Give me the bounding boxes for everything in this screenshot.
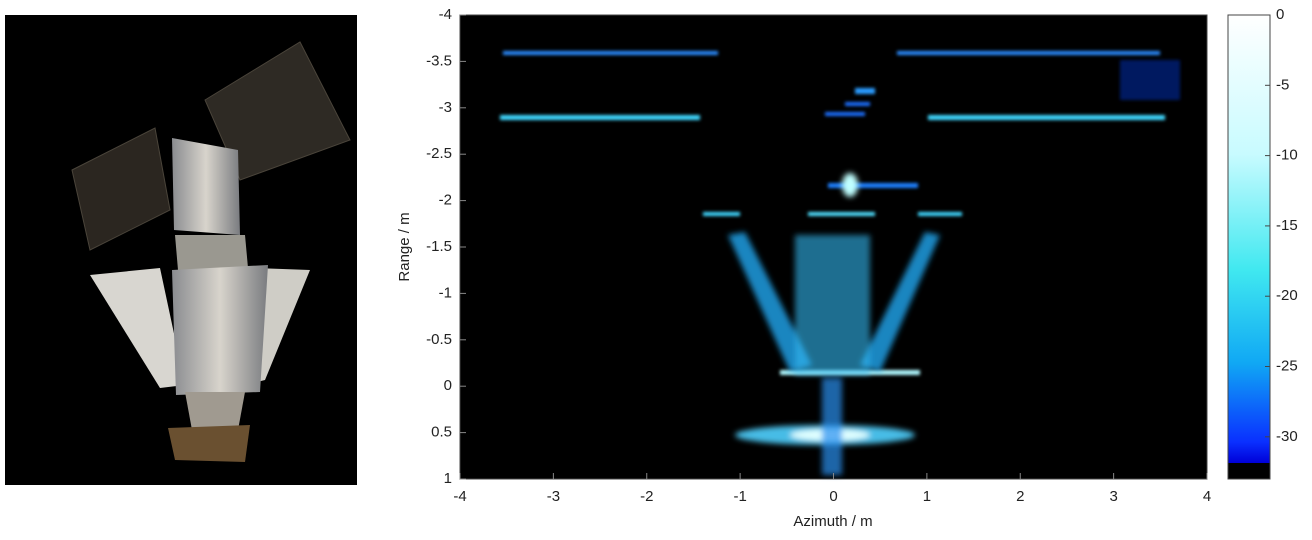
x-tick-label: 0	[829, 488, 837, 505]
y-tick-label: -2	[439, 192, 452, 209]
y-axis-label: Range / m	[396, 212, 413, 281]
colorbar-tick-label: -15	[1276, 217, 1298, 234]
x-axis-label: Azimuth / m	[793, 513, 872, 530]
colorbar-tick-label: -25	[1276, 357, 1298, 374]
satellite-photo	[5, 15, 357, 485]
y-tick-label: -4	[439, 6, 452, 23]
x-tick-label: 1	[923, 488, 931, 505]
x-tick-label: 2	[1016, 488, 1024, 505]
y-tick-label: 0	[444, 377, 452, 394]
x-tick-label: -2	[640, 488, 653, 505]
colorbar	[1227, 14, 1271, 480]
y-tick-label: -1.5	[426, 238, 452, 255]
colorbar-tick-label: -10	[1276, 147, 1298, 164]
y-tick-label: -1	[439, 284, 452, 301]
x-tick-label: -4	[453, 488, 466, 505]
x-tick-label: 4	[1203, 488, 1211, 505]
y-tick-label: -3	[439, 99, 452, 116]
colorbar-tick-label: -20	[1276, 287, 1298, 304]
x-tick-label: 3	[1109, 488, 1117, 505]
y-tick-label: -2.5	[426, 145, 452, 162]
x-tick-label: -1	[733, 488, 746, 505]
colorbar-tick-label: -30	[1276, 428, 1298, 445]
colorbar-tick-label: 0	[1276, 6, 1284, 23]
y-tick-label: -3.5	[426, 52, 452, 69]
x-tick-label: -3	[547, 488, 560, 505]
radar-image	[500, 51, 1180, 475]
y-tick-label: 0.5	[431, 424, 452, 441]
y-tick-label: 1	[444, 470, 452, 487]
y-tick-label: -0.5	[426, 331, 452, 348]
colorbar-tick-label: -5	[1276, 76, 1289, 93]
